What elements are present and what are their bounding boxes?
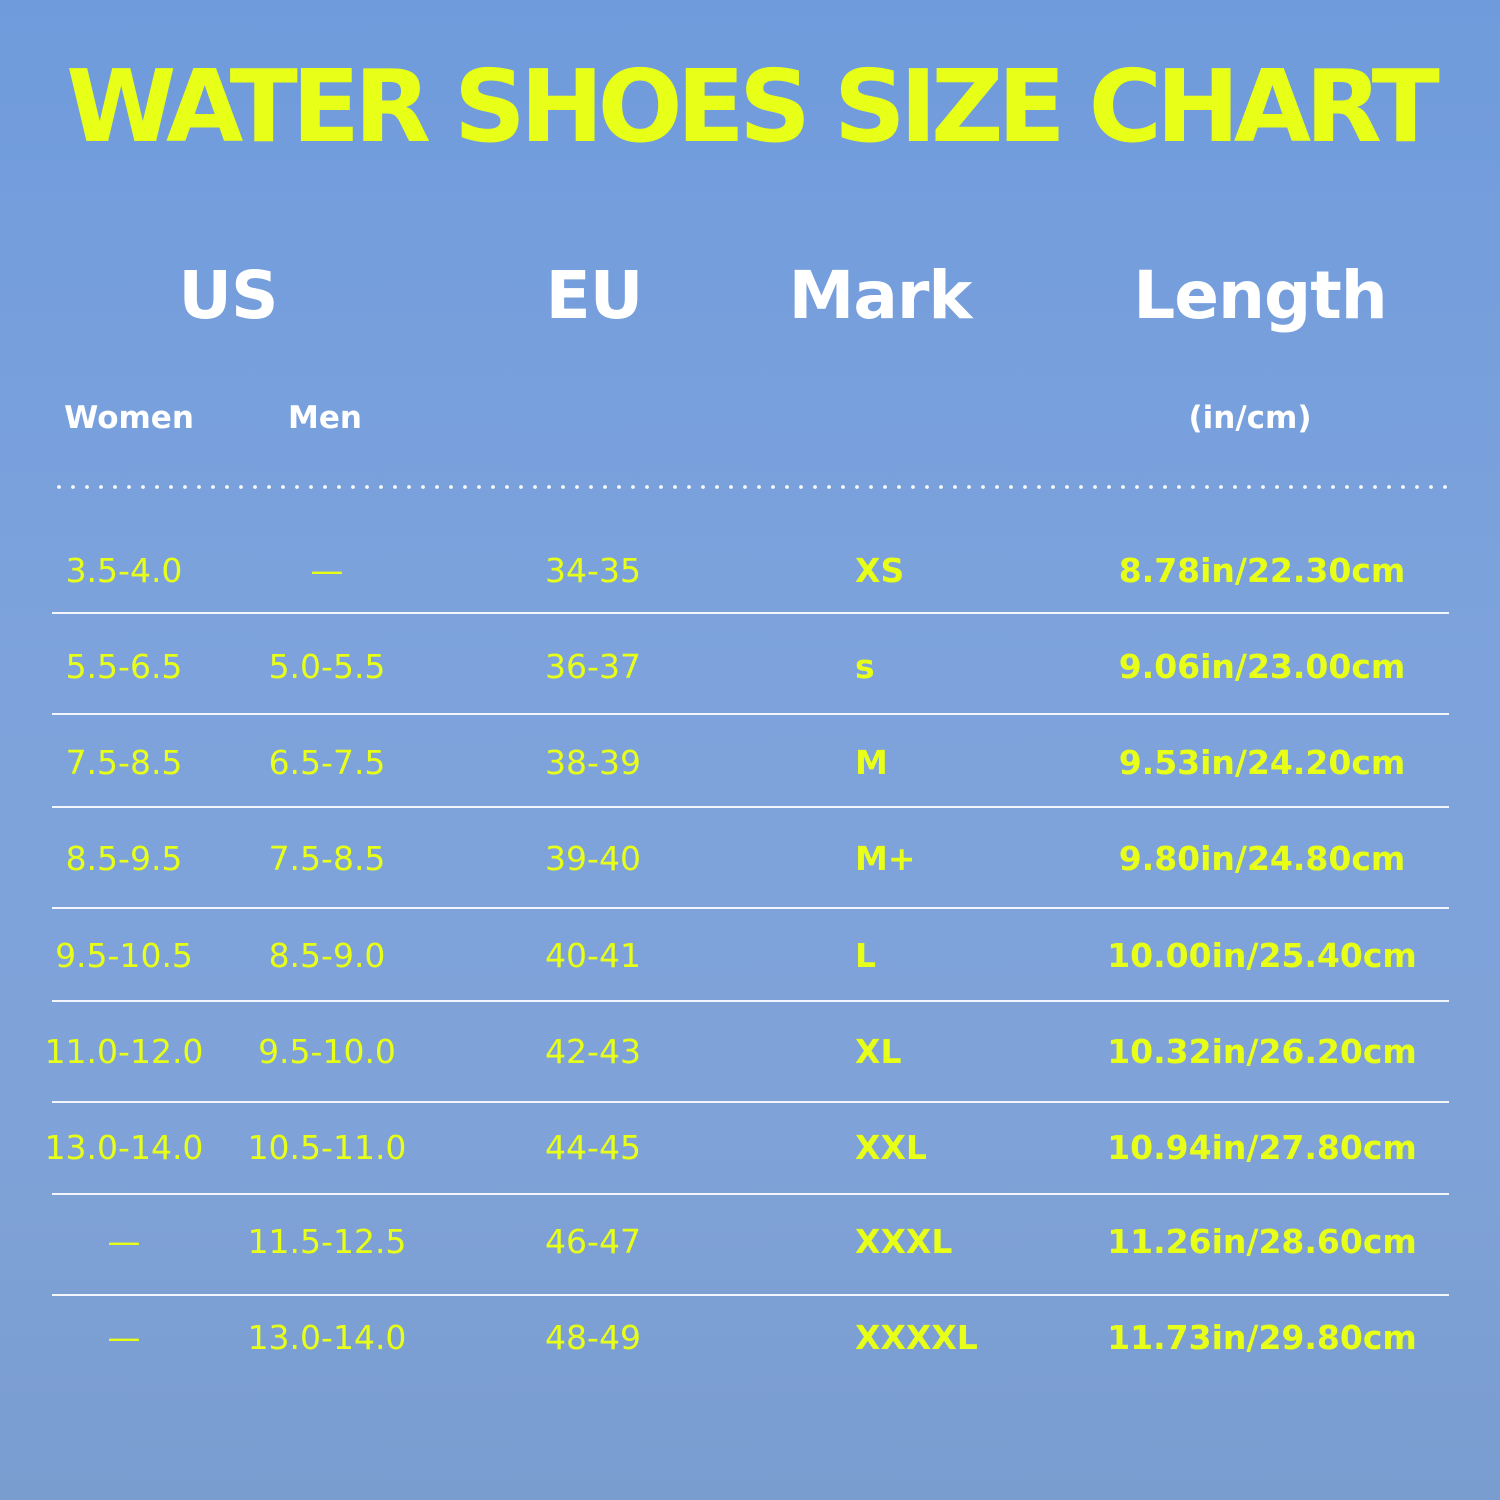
cell-mark: L bbox=[855, 936, 877, 975]
cell-women: 11.0-12.0 bbox=[44, 1032, 204, 1071]
cell-mark: M+ bbox=[855, 839, 916, 878]
row-separator bbox=[52, 806, 1449, 808]
table-row: 9.5-10.5 8.5-9.0 40-41 L 10.00in/25.40cm bbox=[0, 908, 1500, 1004]
cell-length: 9.80in/24.80cm bbox=[1118, 839, 1406, 878]
row-separator bbox=[52, 1000, 1449, 1002]
header-eu: EU bbox=[545, 257, 644, 334]
chart-title: WATER SHOES SIZE CHART bbox=[66, 48, 1440, 165]
cell-length: 9.53in/24.20cm bbox=[1118, 743, 1406, 782]
table-row: 11.0-12.0 9.5-10.0 42-43 XL 10.32in/26.20cm bbox=[0, 1004, 1500, 1100]
cell-eu: 46-47 bbox=[545, 1222, 641, 1261]
cell-mark: XXXL bbox=[855, 1222, 953, 1261]
subheader-length-unit: (in/cm) bbox=[1188, 400, 1312, 436]
cell-eu: 40-41 bbox=[545, 936, 641, 975]
table-row: — 13.0-14.0 48-49 XXXXL 11.73in/29.80cm bbox=[0, 1290, 1500, 1386]
table-row: 5.5-6.5 5.0-5.5 36-37 s 9.06in/23.00cm bbox=[0, 619, 1500, 715]
header-mark: Mark bbox=[788, 257, 973, 334]
cell-women: — bbox=[107, 1222, 141, 1261]
cell-eu: 38-39 bbox=[545, 743, 641, 782]
cell-eu: 42-43 bbox=[545, 1032, 641, 1071]
cell-length: 10.94in/27.80cm bbox=[1107, 1128, 1417, 1167]
row-separator bbox=[52, 1294, 1449, 1296]
cell-length: 10.32in/26.20cm bbox=[1107, 1032, 1417, 1071]
cell-eu: 36-37 bbox=[545, 647, 641, 686]
header-us: US bbox=[178, 257, 278, 334]
cell-length: 8.78in/22.30cm bbox=[1118, 551, 1406, 590]
cell-women: 7.5-8.5 bbox=[65, 743, 183, 782]
row-separator bbox=[52, 907, 1449, 909]
cell-eu: 48-49 bbox=[545, 1318, 641, 1357]
cell-mark: XL bbox=[855, 1032, 902, 1071]
cell-eu: 39-40 bbox=[545, 839, 641, 878]
row-separator bbox=[52, 713, 1449, 715]
table-row: 3.5-4.0 — 34-35 XS 8.78in/22.30cm bbox=[0, 523, 1500, 619]
cell-men: 8.5-9.0 bbox=[268, 936, 386, 975]
cell-women: 9.5-10.5 bbox=[55, 936, 193, 975]
row-separator bbox=[52, 612, 1449, 614]
table-row: — 11.5-12.5 46-47 XXXL 11.26in/28.60cm bbox=[0, 1194, 1500, 1290]
row-separator bbox=[52, 1193, 1449, 1195]
cell-men: 5.0-5.5 bbox=[268, 647, 386, 686]
cell-men: 7.5-8.5 bbox=[268, 839, 386, 878]
cell-mark: XS bbox=[855, 551, 905, 590]
dotted-divider bbox=[52, 484, 1452, 490]
subheader-men: Men bbox=[288, 400, 362, 436]
cell-men: — bbox=[310, 551, 344, 590]
cell-mark: XXXXL bbox=[855, 1318, 978, 1357]
cell-mark: M bbox=[855, 743, 888, 782]
cell-length: 11.26in/28.60cm bbox=[1107, 1222, 1417, 1261]
cell-women: 8.5-9.5 bbox=[65, 839, 183, 878]
cell-men: 11.5-12.5 bbox=[247, 1222, 407, 1261]
cell-length: 11.73in/29.80cm bbox=[1107, 1318, 1417, 1357]
cell-mark: s bbox=[855, 647, 875, 686]
cell-women: 13.0-14.0 bbox=[44, 1128, 204, 1167]
subheader-women: Women bbox=[64, 400, 194, 436]
cell-mark: XXL bbox=[855, 1128, 927, 1167]
cell-women: 5.5-6.5 bbox=[65, 647, 183, 686]
cell-men: 13.0-14.0 bbox=[247, 1318, 407, 1357]
cell-men: 9.5-10.0 bbox=[258, 1032, 396, 1071]
cell-length: 9.06in/23.00cm bbox=[1118, 647, 1406, 686]
cell-length: 10.00in/25.40cm bbox=[1107, 936, 1417, 975]
cell-eu: 44-45 bbox=[545, 1128, 641, 1167]
cell-eu: 34-35 bbox=[545, 551, 641, 590]
table-row: 13.0-14.0 10.5-11.0 44-45 XXL 10.94in/27.80c… bbox=[0, 1100, 1500, 1196]
row-separator bbox=[52, 1101, 1449, 1103]
cell-women: 3.5-4.0 bbox=[65, 551, 183, 590]
header-length: Length bbox=[1133, 257, 1388, 334]
cell-men: 6.5-7.5 bbox=[268, 743, 386, 782]
cell-women: — bbox=[107, 1318, 141, 1357]
table-row: 8.5-9.5 7.5-8.5 39-40 M+ 9.80in/24.80cm bbox=[0, 811, 1500, 907]
cell-men: 10.5-11.0 bbox=[247, 1128, 407, 1167]
table-row: 7.5-8.5 6.5-7.5 38-39 M 9.53in/24.20cm bbox=[0, 715, 1500, 811]
